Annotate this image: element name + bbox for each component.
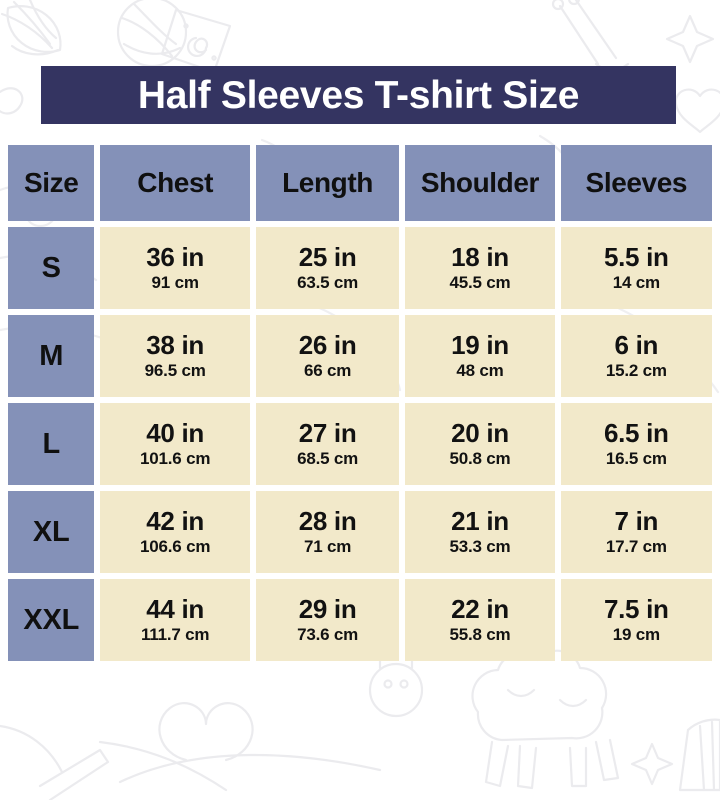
cell-chest: 36 in 91 cm [100,227,250,309]
table-header-row: Size Chest Length Shoulder Sleeves [8,145,712,221]
value-inches: 40 in [146,417,205,448]
header-label: Length [282,167,374,198]
size-label: XL [32,515,70,548]
value-inches: 7.5 in [603,593,669,624]
row-size-cell: L [8,403,95,485]
row-size-cell: XL [8,491,95,573]
value-cm: 17.7 cm [605,536,667,556]
size-label: L [42,427,60,460]
row-size-cell: XXL [8,579,95,661]
header-cell-size: Size [8,145,95,221]
cell-sleeves: 7.5 in 19 cm [560,579,712,661]
value-cm: 45.5 cm [449,272,511,292]
table-row: XXL 44 in 111.7 cm 29 in 73.6 cm 22 in 5… [8,579,712,661]
cell-shoulder: 18 in 45.5 cm [405,227,555,309]
value-inches: 19 in [451,329,509,360]
value-cm: 91 cm [151,272,199,292]
cell-shoulder: 21 in 53.3 cm [405,491,555,573]
value-inches: 25 in [298,241,357,272]
value-inches: 27 in [298,417,357,448]
value-inches: 7 in [614,505,659,536]
size-label: XXL [23,603,80,636]
page-title: Half Sleeves T-shirt Size [137,73,580,117]
value-inches: 21 in [451,505,509,536]
cell-chest: 42 in 106.6 cm [100,491,250,573]
value-inches: 6 in [614,329,659,360]
value-inches: 20 in [451,417,509,448]
value-inches: 44 in [146,593,205,624]
cell-chest: 40 in 101.6 cm [100,403,250,485]
value-inches: 22 in [451,593,509,624]
value-cm: 14 cm [612,272,660,292]
value-inches: 6.5 in [603,417,669,448]
value-inches: 36 in [146,241,205,272]
value-cm: 15.2 cm [605,360,667,380]
value-cm: 19 cm [612,624,660,644]
cell-length: 26 in 66 cm [255,315,400,397]
page-title-banner: Half Sleeves T-shirt Size [41,66,676,124]
header-cell-chest: Chest [100,145,250,221]
cell-chest: 44 in 111.7 cm [100,579,250,661]
value-cm: 53.3 cm [449,536,511,556]
size-chart-table: Size Chest Length Shoulder Sleeves S 36 … [8,145,712,667]
value-inches: 5.5 in [603,241,669,272]
header-cell-shoulder: Shoulder [405,145,555,221]
cell-shoulder: 19 in 48 cm [405,315,555,397]
header-label: Chest [137,167,214,198]
cell-shoulder: 20 in 50.8 cm [405,403,555,485]
header-label: Size [24,167,79,198]
value-cm: 71 cm [303,536,352,556]
cell-chest: 38 in 96.5 cm [100,315,250,397]
value-inches: 42 in [146,505,205,536]
table-row: M 38 in 96.5 cm 26 in 66 cm 19 in 48 cm … [8,315,712,397]
value-inches: 28 in [298,505,357,536]
value-inches: 29 in [298,593,357,624]
table-row: XL 42 in 106.6 cm 28 in 71 cm 21 in 53.3… [8,491,712,573]
value-cm: 48 cm [456,360,504,380]
row-size-cell: M [8,315,95,397]
header-cell-sleeves: Sleeves [560,145,712,221]
cell-sleeves: 6 in 15.2 cm [560,315,712,397]
row-size-cell: S [8,227,95,309]
value-inches: 38 in [146,329,205,360]
size-label: S [41,251,61,284]
cell-sleeves: 5.5 in 14 cm [560,227,712,309]
value-cm: 73.6 cm [297,624,359,644]
header-label: Sleeves [585,167,688,198]
value-cm: 63.5 cm [297,272,359,292]
cell-length: 27 in 68.5 cm [255,403,400,485]
cell-sleeves: 7 in 17.7 cm [560,491,712,573]
value-inches: 26 in [298,329,357,360]
value-cm: 66 cm [303,360,352,380]
cell-length: 25 in 63.5 cm [255,227,400,309]
value-cm: 68.5 cm [297,448,359,468]
size-label: M [39,339,64,372]
header-label: Shoulder [420,167,540,198]
value-cm: 106.6 cm [140,536,211,556]
value-cm: 16.5 cm [605,448,667,468]
value-cm: 50.8 cm [449,448,511,468]
table-row: L 40 in 101.6 cm 27 in 68.5 cm 20 in 50.… [8,403,712,485]
value-inches: 18 in [451,241,509,272]
value-cm: 55.8 cm [449,624,511,644]
cell-shoulder: 22 in 55.8 cm [405,579,555,661]
value-cm: 96.5 cm [144,360,206,380]
value-cm: 111.7 cm [140,624,210,644]
cell-sleeves: 6.5 in 16.5 cm [560,403,712,485]
cell-length: 28 in 71 cm [255,491,400,573]
header-cell-length: Length [255,145,400,221]
cell-length: 29 in 73.6 cm [255,579,400,661]
table-row: S 36 in 91 cm 25 in 63.5 cm 18 in 45.5 c… [8,227,712,309]
value-cm: 101.6 cm [140,448,211,468]
